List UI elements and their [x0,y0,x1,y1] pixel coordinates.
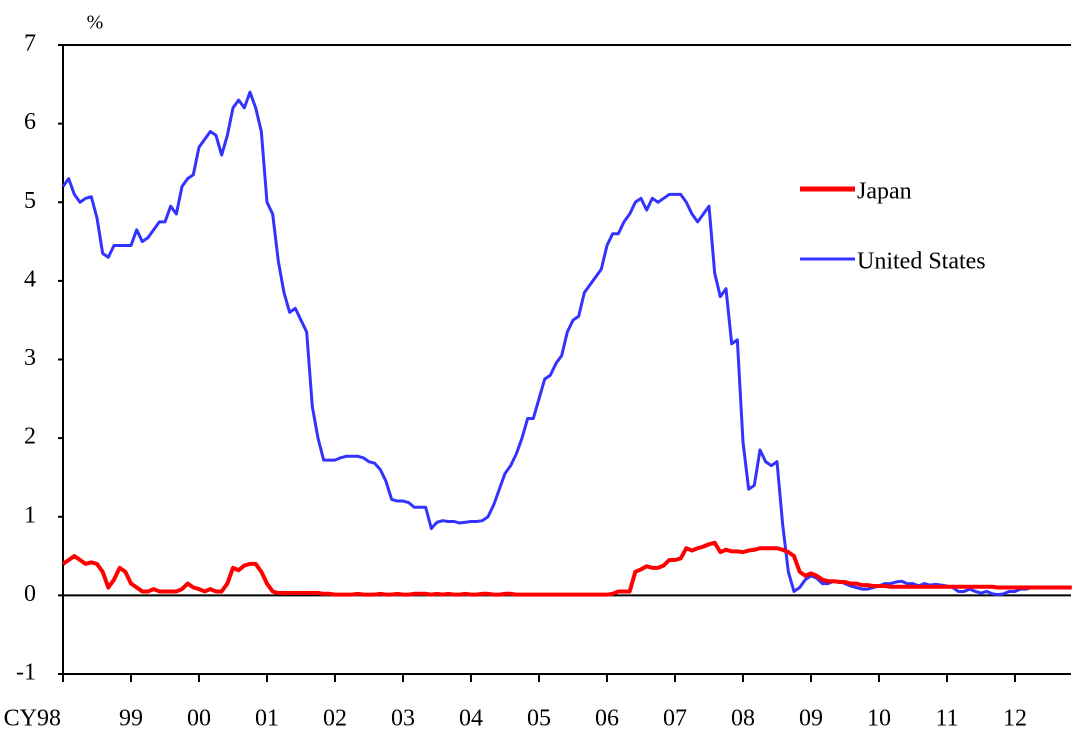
x-tick-label: 10 [867,706,891,732]
x-tick-label: CY98 [4,706,61,732]
x-tick-label: 09 [799,706,823,732]
x-tick-label: 04 [459,706,483,732]
y-axis-label: % [87,12,104,34]
y-tick-label: 6 [24,109,36,135]
y-tick-label: -1 [16,660,36,686]
x-tick-label: 05 [527,706,551,732]
y-tick-label: 2 [24,424,36,450]
series-line [61,540,1072,597]
y-tick-label: 4 [24,266,36,292]
y-tick-label: 5 [24,188,36,214]
x-tick-label: 08 [731,706,755,732]
y-tick-label: 0 [24,581,36,607]
x-tick-label: 03 [391,706,415,732]
x-tick-label: 11 [935,706,958,732]
y-tick-label: 1 [24,502,36,528]
y-tick-label: 3 [24,345,36,371]
legend-label: United States [857,249,986,275]
x-tick-label: 99 [119,706,143,732]
x-tick-label: 02 [323,706,347,732]
x-tick-label: 07 [663,706,687,732]
legend-label: Japan [857,179,912,205]
series-line [61,90,1072,597]
x-tick-label: 01 [255,706,279,732]
x-tick-label: 12 [1003,706,1027,732]
x-tick-label: 06 [595,706,619,732]
x-tick-label: 00 [187,706,211,732]
y-tick-label: 7 [24,31,36,57]
